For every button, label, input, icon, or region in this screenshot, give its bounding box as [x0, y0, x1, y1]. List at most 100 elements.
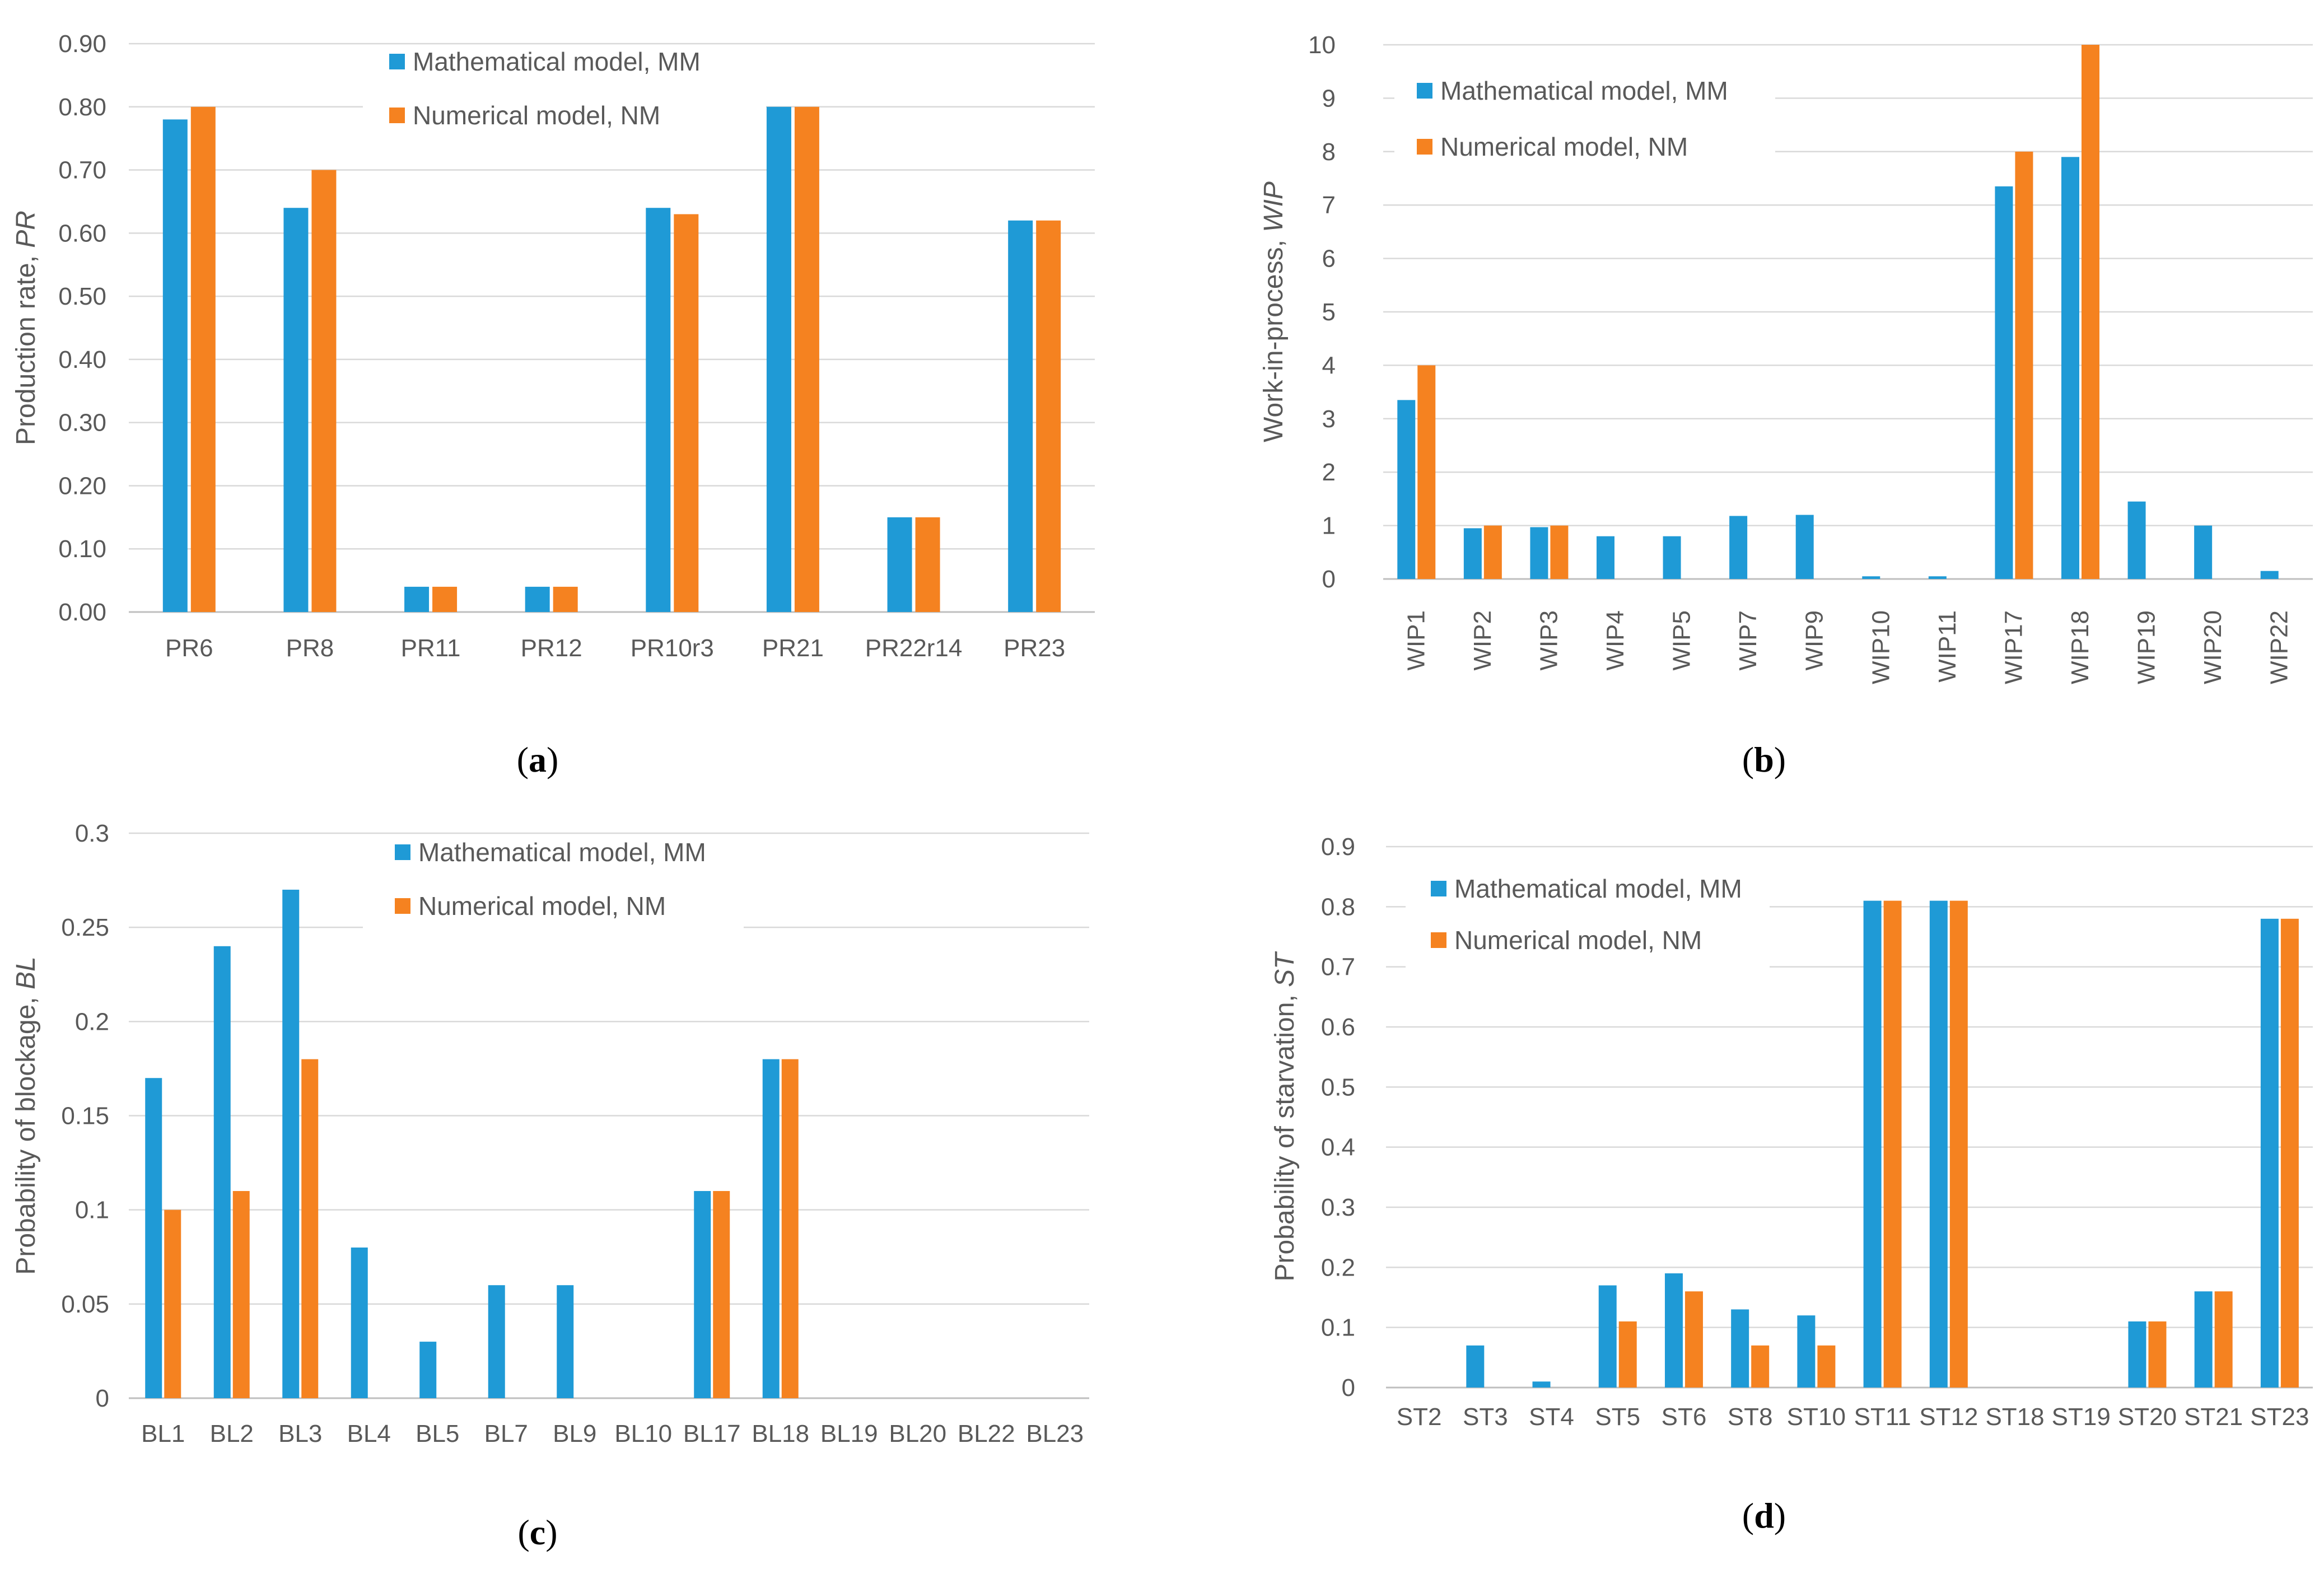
x-tick-label: BL3: [278, 1420, 322, 1447]
x-tick-label: WIP7: [1734, 610, 1762, 671]
y-tick-label: 0.8: [1321, 893, 1355, 921]
y-tick-label: 4: [1322, 352, 1336, 379]
x-tick-label: ST4: [1529, 1403, 1574, 1431]
x-tick-label: WIP18: [2066, 610, 2094, 684]
bar-mm-ST11: [1863, 900, 1882, 1388]
x-tick-label: WIP22: [2266, 610, 2293, 684]
y-tick-label: 0.70: [58, 157, 106, 184]
bar-nm-BL17: [713, 1191, 730, 1398]
bar-nm-BL18: [781, 1059, 799, 1398]
bar-nm-ST23: [2280, 918, 2299, 1388]
x-tick-label: WIP2: [1469, 610, 1496, 671]
bar-nm-ST5: [1618, 1321, 1637, 1388]
x-tick-label: ST21: [2184, 1403, 2243, 1431]
y-tick-label: 8: [1322, 138, 1336, 166]
bar-mm-WIP18: [2061, 157, 2079, 580]
x-tick-label: WIP10: [1867, 610, 1894, 684]
bar-mm-BL17: [694, 1191, 711, 1398]
bar-mm-ST6: [1664, 1273, 1683, 1388]
bar-mm-WIP11: [1928, 576, 1947, 579]
subfigure-caption: (c): [517, 1512, 557, 1552]
x-tick-label: ST12: [1919, 1403, 1978, 1431]
y-axis-label: Probability of starvation, ST: [1270, 951, 1300, 1282]
y-tick-label: 0.10: [58, 535, 106, 563]
legend-label-mm: Mathematical model, MM: [418, 838, 706, 867]
bar-mm-BL3: [282, 889, 300, 1398]
bar-nm-WIP17: [2015, 151, 2033, 579]
y-tick-label: 0: [1342, 1374, 1355, 1402]
x-tick-label: ST18: [1985, 1403, 2044, 1431]
y-tick-label: 0.30: [58, 409, 106, 437]
y-tick-label: 0.4: [1321, 1134, 1355, 1161]
y-tick-label: 0.7: [1321, 954, 1355, 981]
bar-mm-WIP10: [1862, 576, 1880, 579]
y-axis-label: Production rate, PR: [11, 211, 41, 445]
bar-mm-WIP4: [1597, 536, 1614, 579]
bar-nm-ST12: [1949, 900, 1968, 1388]
bar-mm-ST12: [1929, 900, 1948, 1388]
x-tick-label: BL20: [889, 1420, 946, 1447]
x-tick-label: BL5: [416, 1420, 459, 1447]
legend-swatch-mm: [389, 54, 405, 69]
y-axis-label: Work-in-process, WIP: [1259, 181, 1289, 442]
y-tick-label: 2: [1322, 459, 1336, 486]
bar-nm-PR23: [1036, 220, 1061, 612]
bar-mm-ST10: [1797, 1315, 1816, 1388]
legend-label-nm: Numerical model, NM: [1454, 926, 1702, 955]
x-tick-label: PR8: [286, 634, 334, 662]
y-tick-label: 5: [1322, 298, 1336, 326]
bar-mm-ST3: [1466, 1345, 1485, 1388]
y-tick-label: 7: [1322, 192, 1336, 219]
x-tick-label: WIP19: [2133, 610, 2160, 684]
bar-nm-PR6: [190, 106, 216, 612]
x-tick-label: ST10: [1787, 1403, 1846, 1431]
x-tick-label: WIP20: [2199, 610, 2227, 684]
legend-label-mm: Mathematical model, MM: [1454, 874, 1742, 903]
bar-mm-WIP1: [1397, 400, 1416, 579]
bar-mm-WIP22: [2260, 571, 2279, 579]
bar-mm-PR6: [162, 119, 188, 613]
y-tick-label: 0.6: [1321, 1013, 1355, 1041]
chart-c: 0 0.05 0.1 0.15 0.2 0.25 0.3 BL1 BL2 BL3 BL4 BL5 BL7…: [11, 820, 1089, 1552]
x-tick-label: BL7: [484, 1420, 528, 1447]
y-tick-label: 6: [1322, 245, 1336, 273]
bar-mm-WIP20: [2194, 525, 2213, 579]
y-tick-label: 0.3: [75, 820, 109, 847]
x-tick-label: ST19: [2052, 1403, 2111, 1431]
bar-nm-PR12: [553, 586, 578, 612]
y-tick-label: 0.40: [58, 346, 106, 373]
x-tick-label: WIP17: [2000, 610, 2027, 684]
bar-nm-PR11: [432, 586, 458, 612]
y-tick-label: 0.2: [75, 1008, 109, 1035]
bar-nm-BL2: [232, 1191, 250, 1398]
bar-nm-PR22r14: [915, 517, 940, 612]
x-tick-label: ST20: [2118, 1403, 2177, 1431]
bar-mm-BL2: [213, 946, 231, 1398]
bar-nm-ST21: [2214, 1291, 2233, 1388]
legend-swatch-nm: [1417, 139, 1432, 155]
bar-mm-WIP17: [1995, 186, 2013, 579]
bar-mm-WIP19: [2127, 501, 2146, 579]
bar-mm-WIP7: [1729, 516, 1748, 579]
bar-mm-WIP5: [1663, 536, 1681, 579]
x-tick-label: WIP3: [1535, 610, 1562, 671]
y-axis-label-symbol: PR: [11, 211, 41, 248]
x-tick-label: PR22r14: [865, 634, 963, 662]
y-tick-label: 0.05: [61, 1291, 109, 1318]
x-tick-label: PR12: [521, 634, 582, 662]
y-axis-label-text: Probability of starvation,: [1270, 987, 1300, 1282]
chart-d: 0 0.1 0.2 0.3 0.4 0.5 0.6 0.7 0.8 0.9 ST2 ST3 ST4 ST5…: [1270, 833, 2313, 1535]
x-tick-label: PR23: [1004, 634, 1065, 662]
x-tick-label: WIP4: [1602, 610, 1629, 671]
bar-mm-BL7: [488, 1285, 505, 1398]
legend-background: [1394, 78, 1775, 193]
x-tick-label: WIP1: [1402, 610, 1430, 671]
bar-nm-PR21: [794, 106, 819, 612]
bar-nm-PR10r3: [674, 214, 699, 612]
y-tick-label: 0.5: [1321, 1073, 1355, 1101]
x-tick-label: PR10r3: [631, 634, 714, 662]
x-tick-label: ST11: [1854, 1403, 1911, 1431]
legend-label-nm: Numerical model, NM: [418, 891, 666, 921]
x-tick-label: ST3: [1463, 1403, 1508, 1431]
